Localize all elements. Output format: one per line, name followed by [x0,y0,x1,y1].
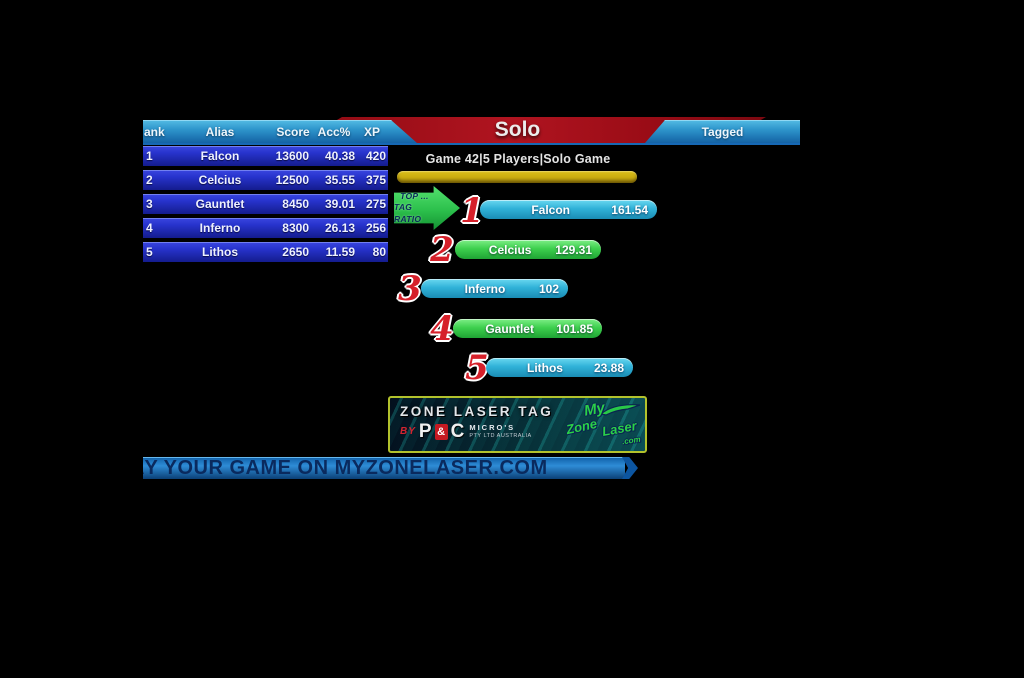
xp-cell: 256 [365,221,386,235]
bar-value: 161.54 [611,202,648,217]
rank-cell: 1 [146,149,153,163]
alias-cell: Inferno [199,221,241,235]
marquee-text: Y YOUR GAME ON MYZONELASER.COM [144,457,548,479]
table-row: 3 Gauntlet 8450 39.01 275 [143,194,388,214]
bar-player-name: Falcon [531,202,570,217]
score-table: 1 Falcon 13600 40.38 420 2 Celcius 12500… [143,146,388,266]
company-line: BY P & C MICRO'S PTY LTD AUSTRALIA [400,422,532,441]
rank-cell: 3 [146,197,153,211]
score-cell: 8450 [282,197,309,211]
company-letter-p: P [418,421,432,442]
acc-cell: 39.01 [324,197,355,211]
zone-laser-tag-banner: ZONE LASER TAG BY P & C MICRO'S PTY LTD … [388,396,647,453]
bar-player-name: Lithos [526,360,563,375]
arrow-label-line1: TOP ... [400,191,429,202]
alias-cell: Gauntlet [195,197,245,211]
company-name-block: MICRO'S PTY LTD AUSTRALIA [469,423,532,439]
score-cell: 8300 [282,221,309,235]
tag-ratio-bar: Inferno 102 [421,279,568,298]
gold-divider-bar [397,171,637,183]
score-table-header: ank Alias Score Acc% XP [143,120,417,143]
tag-ratio-bar: Celcius 129.31 [455,240,601,259]
company-sub: PTY LTD AUSTRALIA [469,432,532,439]
tagged-tab: Tagged [645,120,800,143]
acc-cell: 40.38 [324,149,355,163]
xp-cell: 420 [365,149,386,163]
page-title: Solo [494,118,541,141]
rank-number: 3 [398,269,422,309]
tag-ratio-bar: Lithos 23.88 [486,358,633,377]
table-row: 2 Celcius 12500 35.55 375 [143,170,388,190]
column-header-acc: Acc% [317,124,351,139]
tag-ratio-bar: Falcon 161.54 [480,200,657,219]
tagged-label: Tagged [701,124,744,139]
bar-value: 101.85 [556,321,593,336]
score-cell: 13600 [275,149,309,163]
xp-cell: 80 [372,245,386,259]
marquee-clipped-letter: A [143,457,144,479]
acc-cell: 11.59 [325,245,355,259]
rank-number: 5 [465,348,489,388]
column-header-rank: ank [144,124,165,139]
bar-player-name: Inferno [464,281,506,296]
company-letter-c: C [450,421,465,442]
graffiti-swoosh-icon [600,404,641,416]
logo-com: .com [621,434,642,447]
bar-value: 129.31 [555,242,592,257]
zone-laser-tag-title: ZONE LASER TAG [400,404,554,419]
myzonelaser-logo: My Zone Laser .com [564,399,642,448]
top-tag-ratio-label: TOP ... TAG RATIO [394,186,435,230]
bar-value: 102 [538,281,559,296]
rank-cell: 5 [146,245,153,259]
table-row: 1 Falcon 13600 40.38 420 [143,146,388,166]
acc-cell: 26.13 [324,221,355,235]
company-name: MICRO'S [469,423,516,433]
column-header-alias: Alias [205,124,235,139]
ampersand-badge: & [434,423,448,440]
acc-cell: 35.55 [324,173,355,187]
rank-number: 1 [460,191,484,231]
column-header-score: Score [276,124,310,139]
table-row: 4 Inferno 8300 26.13 256 [143,218,388,238]
score-cell: 2650 [282,245,309,259]
bar-value: 23.88 [593,360,624,375]
bar-player-name: Celcius [488,242,532,257]
header-underline [143,143,800,145]
logo-zone: Zone [564,415,599,438]
bar-player-name: Gauntlet [485,321,534,336]
tag-ratio-bar: Gauntlet 101.85 [453,319,602,338]
xp-cell: 275 [365,197,386,211]
rank-cell: 4 [146,221,153,235]
rank-cell: 2 [146,173,153,187]
arrow-label-line2: TAG RATIO [394,202,422,224]
xp-cell: 375 [365,173,386,187]
alias-cell: Celcius [198,173,242,187]
game-info-text: Game 42|5 Players|Solo Game [425,152,611,166]
alias-cell: Falcon [200,149,240,163]
score-cell: 12500 [275,173,309,187]
marquee-banner: AY YOUR GAME ON MYZONELASER.COM [143,457,625,479]
column-header-xp: XP [363,124,380,139]
by-label: BY [400,426,416,437]
rank-number: 4 [430,309,454,349]
rank-number: 2 [430,230,454,270]
table-row: 5 Lithos 2650 11.59 80 [143,242,388,262]
alias-cell: Lithos [202,245,238,259]
